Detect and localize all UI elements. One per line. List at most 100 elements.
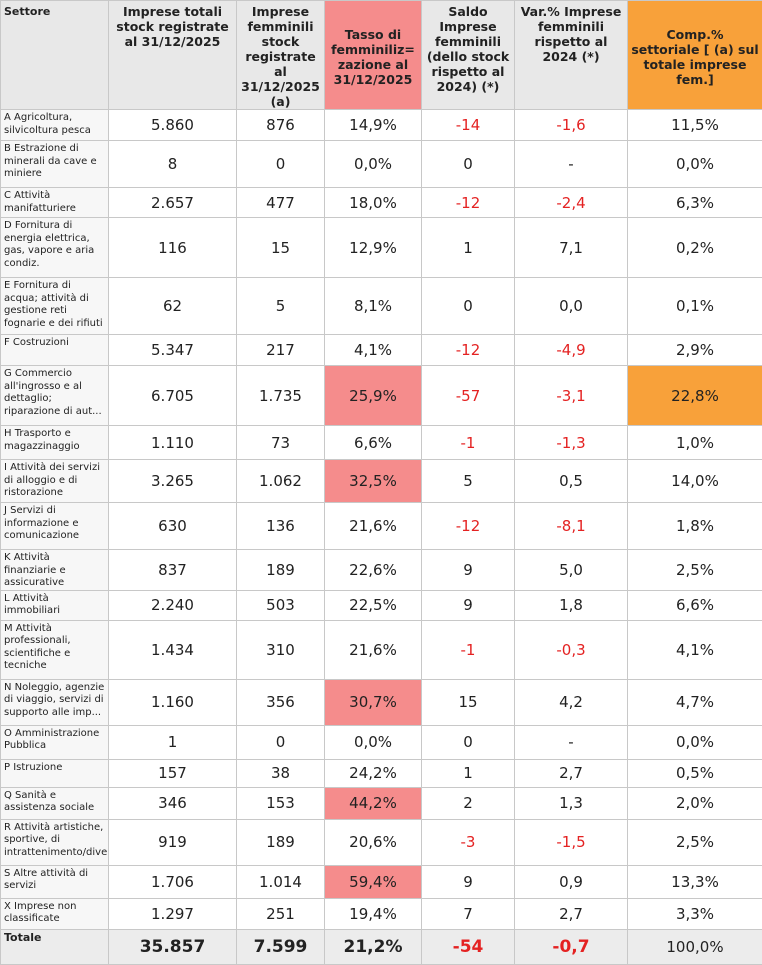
cell-settore: M Attività professionali, scientifiche e…	[1, 620, 109, 679]
cell-femminili: 5	[237, 278, 325, 335]
cell-tasso: 20,6%	[325, 819, 422, 865]
cell-saldo: 9	[422, 550, 515, 591]
cell-var: 0,0	[515, 278, 628, 335]
cell-var: 2,7	[515, 898, 628, 929]
header-tasso: Tasso di femminiliz= zazione al 31/12/20…	[325, 1, 422, 110]
cell-saldo: -12	[422, 335, 515, 366]
cell-saldo: 5	[422, 460, 515, 503]
cell-comp: 0,0%	[628, 725, 762, 759]
cell-totali: 116	[109, 218, 237, 278]
cell-tasso: 19,4%	[325, 898, 422, 929]
cell-var: -0,3	[515, 620, 628, 679]
cell-saldo: 15	[422, 679, 515, 725]
cell-var: -1,5	[515, 819, 628, 865]
table-row: N Noleggio, agenzie di viaggio, servizi …	[1, 679, 762, 725]
header-imprese-femminili: Imprese femminili stock registrate al 31…	[237, 1, 325, 110]
header-settore: Settore	[1, 1, 109, 110]
cell-femminili: 153	[237, 787, 325, 819]
cell-totali: 2.240	[109, 590, 237, 620]
cell-settore: H Trasporto e magazzinaggio	[1, 426, 109, 460]
cell-tasso: 4,1%	[325, 335, 422, 366]
cell-comp: 2,9%	[628, 335, 762, 366]
cell-totali: 5.860	[109, 110, 237, 141]
cell-tasso: 0,0%	[325, 141, 422, 188]
cell-var: 2,7	[515, 759, 628, 787]
cell-comp: 11,5%	[628, 110, 762, 141]
cell-comp: 13,3%	[628, 865, 762, 898]
cell-var: -	[515, 725, 628, 759]
cell-settore: D Fornitura di energia elettrica, gas, v…	[1, 218, 109, 278]
table-row: E Fornitura di acqua; attività di gestio…	[1, 278, 762, 335]
cell-saldo: -12	[422, 188, 515, 218]
cell-var: -	[515, 141, 628, 188]
cell-comp: 0,0%	[628, 141, 762, 188]
cell-femminili: 136	[237, 503, 325, 550]
cell-settore: N Noleggio, agenzie di viaggio, servizi …	[1, 679, 109, 725]
cell-tasso: 12,9%	[325, 218, 422, 278]
cell-femminili: 1.735	[237, 366, 325, 426]
cell-saldo: 1	[422, 218, 515, 278]
cell-comp: 6,6%	[628, 590, 762, 620]
cell-saldo: 2	[422, 787, 515, 819]
cell-totali: 35.857	[109, 929, 237, 964]
table-row: I Attività dei servizi di alloggio e di …	[1, 460, 762, 503]
cell-tasso: 8,1%	[325, 278, 422, 335]
cell-tasso: 25,9%	[325, 366, 422, 426]
cell-totali: 5.347	[109, 335, 237, 366]
cell-var: 1,8	[515, 590, 628, 620]
cell-totali: 1.160	[109, 679, 237, 725]
cell-settore: X Imprese non classificate	[1, 898, 109, 929]
cell-tasso: 6,6%	[325, 426, 422, 460]
cell-tasso: 59,4%	[325, 865, 422, 898]
cell-comp: 4,1%	[628, 620, 762, 679]
cell-comp: 2,5%	[628, 550, 762, 591]
cell-saldo: 1	[422, 759, 515, 787]
cell-tasso: 24,2%	[325, 759, 422, 787]
header-var: Var.% Imprese femminili rispetto al 2024…	[515, 1, 628, 110]
cell-saldo: -1	[422, 426, 515, 460]
cell-comp: 6,3%	[628, 188, 762, 218]
cell-totali: 6.705	[109, 366, 237, 426]
cell-femminili: 251	[237, 898, 325, 929]
cell-saldo: 0	[422, 141, 515, 188]
cell-femminili: 503	[237, 590, 325, 620]
cell-settore: K Attività finanziarie e assicurative	[1, 550, 109, 591]
cell-femminili: 7.599	[237, 929, 325, 964]
cell-tasso: 22,6%	[325, 550, 422, 591]
cell-settore: Q Sanità e assistenza sociale	[1, 787, 109, 819]
cell-totali: 62	[109, 278, 237, 335]
cell-var: 1,3	[515, 787, 628, 819]
cell-saldo: -54	[422, 929, 515, 964]
cell-totali: 2.657	[109, 188, 237, 218]
cell-totali: 1	[109, 725, 237, 759]
cell-settore: E Fornitura di acqua; attività di gestio…	[1, 278, 109, 335]
cell-tasso: 21,6%	[325, 620, 422, 679]
cell-femminili: 876	[237, 110, 325, 141]
cell-var: -1,3	[515, 426, 628, 460]
cell-settore: B Estrazione di minerali da cave e minie…	[1, 141, 109, 188]
cell-var: -2,4	[515, 188, 628, 218]
cell-totali: 630	[109, 503, 237, 550]
cell-saldo: 0	[422, 278, 515, 335]
cell-comp: 1,0%	[628, 426, 762, 460]
cell-saldo: -14	[422, 110, 515, 141]
cell-femminili: 0	[237, 141, 325, 188]
cell-femminili: 189	[237, 550, 325, 591]
header-saldo: Saldo Imprese femminili (dello stock ris…	[422, 1, 515, 110]
cell-totali: 3.265	[109, 460, 237, 503]
cell-totali: 8	[109, 141, 237, 188]
cell-comp: 2,0%	[628, 787, 762, 819]
cell-settore: C Attività manifatturiere	[1, 188, 109, 218]
cell-tasso: 44,2%	[325, 787, 422, 819]
header-comp: Comp.% settoriale [ (a) sul totale impre…	[628, 1, 762, 110]
cell-saldo: 9	[422, 865, 515, 898]
